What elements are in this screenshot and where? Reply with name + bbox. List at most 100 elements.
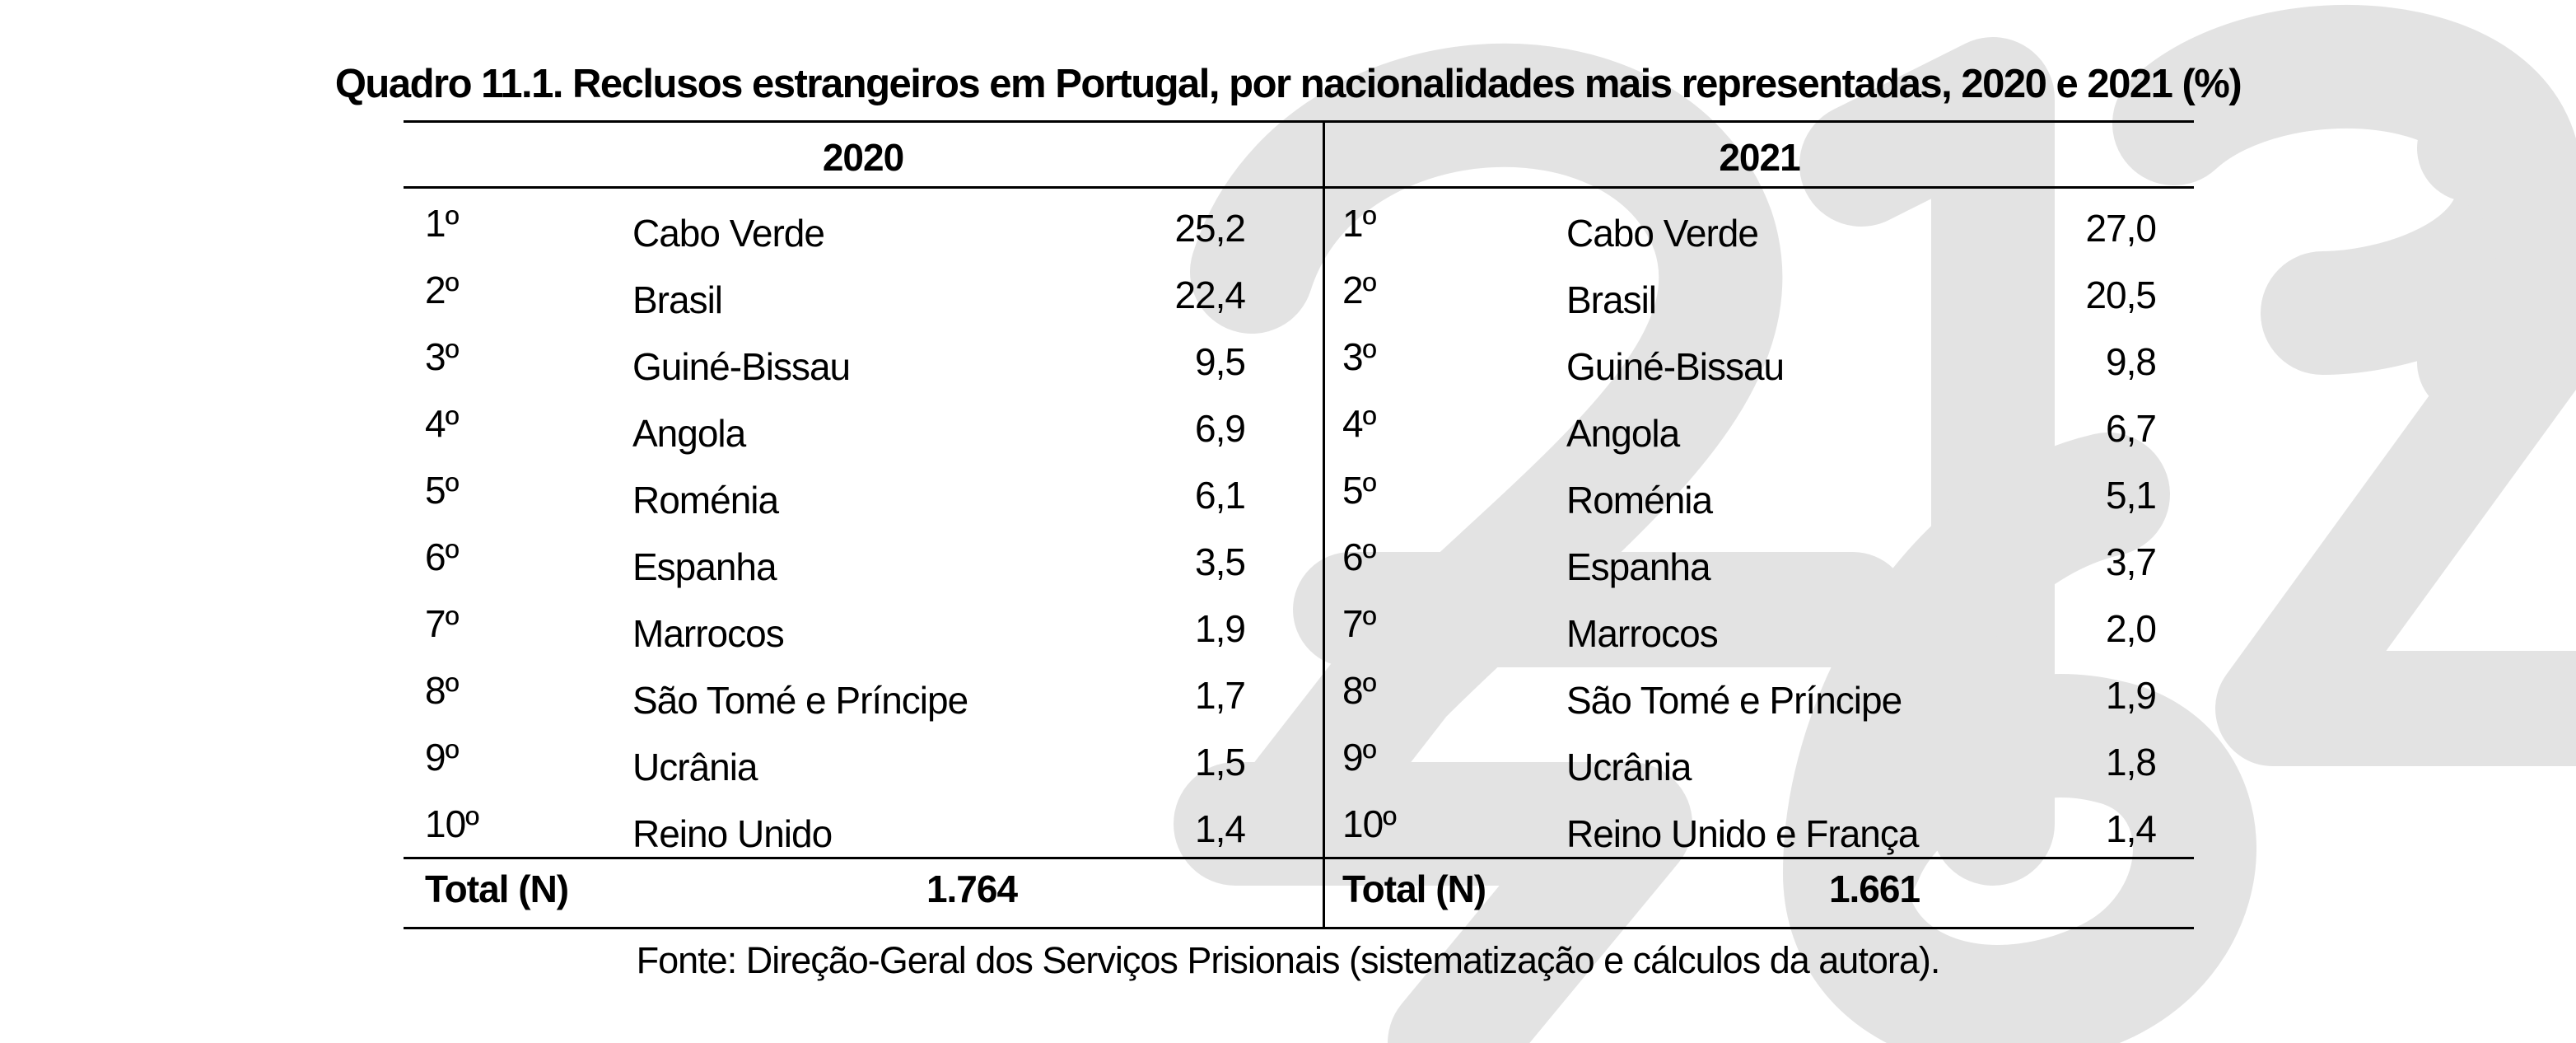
table-row-2021: 3º Guiné-Bissau 9,8 bbox=[404, 334, 2194, 400]
table-row-2020: 1º Cabo Verde 25,2 bbox=[404, 201, 2194, 267]
percentage-value: 27,0 bbox=[2085, 207, 2157, 250]
year-divider bbox=[1323, 120, 1325, 929]
total-value-2021: 1.661 bbox=[1828, 868, 1920, 910]
rank-label: 1º bbox=[1342, 202, 1376, 245]
rank-label: 2º bbox=[425, 269, 459, 311]
rank-label: 3º bbox=[1342, 335, 1376, 378]
percentage-value: 6,7 bbox=[2106, 407, 2157, 450]
percentage-value: 1,9 bbox=[2106, 674, 2157, 717]
total-label-2021: Total (N) bbox=[1342, 868, 1486, 910]
table-row-2020: 3º Guiné-Bissau 9,5 bbox=[404, 334, 2194, 400]
rank-label: 4º bbox=[425, 402, 459, 445]
source-note: Fonte: Direção-Geral dos Serviços Prisio… bbox=[636, 939, 1941, 981]
year-header-2020: 2020 bbox=[822, 136, 904, 179]
total-rule bbox=[404, 857, 2194, 859]
table-bottom-rule bbox=[404, 927, 2194, 929]
header-rule bbox=[404, 186, 2194, 189]
rank-label: 3º bbox=[425, 335, 459, 378]
percentage-value: 6,1 bbox=[1195, 474, 1246, 517]
table-row-2020: 5º Roménia 6,1 bbox=[404, 468, 2194, 534]
country-name: Marrocos bbox=[632, 612, 785, 655]
rank-label: 6º bbox=[1342, 536, 1376, 578]
total-label-2020: Total (N) bbox=[425, 868, 569, 910]
country-name: São Tomé e Príncipe bbox=[632, 679, 968, 722]
rank-label: 9º bbox=[425, 736, 459, 779]
country-name: Cabo Verde bbox=[1566, 212, 1759, 255]
watermark-digit-7-shape bbox=[1174, 762, 1692, 1043]
watermark-digit-9-shape bbox=[2417, 95, 2576, 416]
rank-label: 5º bbox=[425, 469, 459, 512]
percentage-value: 5,1 bbox=[2106, 474, 2157, 517]
table-row-2020: 10º Reino Unido 1,4 bbox=[404, 802, 2194, 868]
year-header-2021: 2021 bbox=[1719, 136, 1800, 179]
table-row-2020: 8º São Tomé e Príncipe 1,7 bbox=[404, 668, 2194, 734]
country-name: Brasil bbox=[632, 278, 723, 321]
rank-label: 5º bbox=[1342, 469, 1376, 512]
percentage-value: 1,8 bbox=[2106, 741, 2157, 783]
country-name: Ucrânia bbox=[632, 746, 758, 788]
nationalities-table: 2020 2021 1º Cabo Verde 25,2 2º Brasil 22,4 3º… bbox=[404, 120, 2194, 929]
rank-label: 7º bbox=[425, 602, 459, 645]
total-value-2020: 1.764 bbox=[926, 868, 1018, 910]
table-row-2021: 10º Reino Unido e França 1,4 bbox=[404, 802, 2194, 868]
percentage-value: 2,0 bbox=[2106, 607, 2157, 650]
country-name: Marrocos bbox=[1566, 612, 1719, 655]
country-name: Espanha bbox=[1566, 545, 1711, 588]
table-row-2021: 2º Brasil 20,5 bbox=[404, 268, 2194, 334]
percentage-value: 9,8 bbox=[2106, 340, 2157, 383]
country-name: Guiné-Bissau bbox=[1566, 345, 1785, 388]
percentage-value: 6,9 bbox=[1195, 407, 1246, 450]
country-name: Reino Unido bbox=[632, 812, 833, 855]
table-row-2021: 4º Angola 6,7 bbox=[404, 401, 2194, 467]
table-row-2021: 5º Roménia 5,1 bbox=[404, 468, 2194, 534]
percentage-value: 3,7 bbox=[2106, 540, 2157, 583]
table-row-2020: 6º Espanha 3,5 bbox=[404, 535, 2194, 601]
country-name: São Tomé e Príncipe bbox=[1566, 679, 1902, 722]
percentage-value: 1,4 bbox=[1195, 807, 1246, 850]
country-name: Angola bbox=[632, 412, 746, 455]
country-name: Roménia bbox=[632, 479, 779, 522]
country-name: Cabo Verde bbox=[632, 212, 825, 255]
rank-label: 6º bbox=[425, 536, 459, 578]
table-title: Quadro 11.1. Reclusos estrangeiros em Po… bbox=[334, 62, 2242, 106]
percentage-value: 20,5 bbox=[2085, 274, 2157, 316]
table-row-2021: 1º Cabo Verde 27,0 bbox=[404, 201, 2194, 267]
table-row-2021: 6º Espanha 3,7 bbox=[404, 535, 2194, 601]
country-name: Roménia bbox=[1566, 479, 1713, 522]
percentage-value: 22,4 bbox=[1174, 274, 1246, 316]
percentage-value: 9,5 bbox=[1195, 340, 1246, 383]
percentage-value: 3,5 bbox=[1195, 540, 1246, 583]
rank-label: 8º bbox=[425, 669, 459, 712]
table-row-2020: 4º Angola 6,9 bbox=[404, 401, 2194, 467]
watermark-digit-4-shape bbox=[2215, 288, 2576, 766]
country-name: Guiné-Bissau bbox=[632, 345, 851, 388]
percentage-value: 1,5 bbox=[1195, 741, 1246, 783]
country-name: Angola bbox=[1566, 412, 1680, 455]
country-name: Reino Unido e França bbox=[1566, 812, 1919, 855]
watermark-digit-2-shape bbox=[1190, 43, 1783, 886]
table-row-2020: 9º Ucrânia 1,5 bbox=[404, 735, 2194, 801]
table-row-2021: 7º Marrocos 2,0 bbox=[404, 601, 2194, 667]
table-row-2021: 9º Ucrânia 1,8 bbox=[404, 735, 2194, 801]
rank-label: 2º bbox=[1342, 269, 1376, 311]
rank-label: 9º bbox=[1342, 736, 1376, 779]
percentage-value: 1,4 bbox=[2106, 807, 2157, 850]
rank-label: 1º bbox=[425, 202, 459, 245]
country-name: Espanha bbox=[632, 545, 777, 588]
percentage-value: 1,9 bbox=[1195, 607, 1246, 650]
table-row-2021: 8º São Tomé e Príncipe 1,9 bbox=[404, 668, 2194, 734]
watermark-digit-6-shape bbox=[1783, 433, 2256, 1043]
table-top-rule bbox=[404, 120, 2194, 123]
table-row-2020: 2º Brasil 22,4 bbox=[404, 268, 2194, 334]
country-name: Brasil bbox=[1566, 278, 1657, 321]
percentage-value: 1,7 bbox=[1195, 674, 1246, 717]
rank-label: 4º bbox=[1342, 402, 1376, 445]
rank-label: 7º bbox=[1342, 602, 1376, 645]
rank-label: 10º bbox=[425, 802, 479, 845]
percentage-value: 25,2 bbox=[1174, 207, 1246, 250]
rank-label: 10º bbox=[1342, 802, 1397, 845]
country-name: Ucrânia bbox=[1566, 746, 1692, 788]
table-row-2020: 7º Marrocos 1,9 bbox=[404, 601, 2194, 667]
rank-label: 8º bbox=[1342, 669, 1376, 712]
